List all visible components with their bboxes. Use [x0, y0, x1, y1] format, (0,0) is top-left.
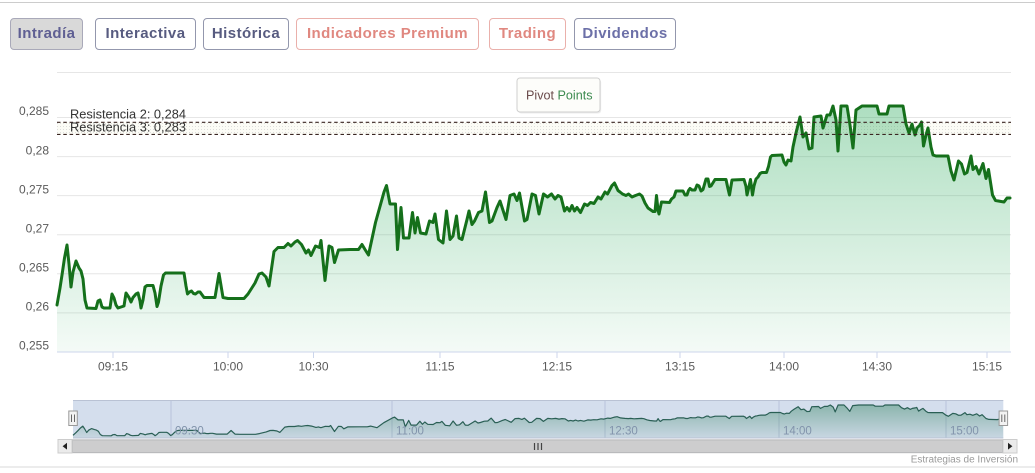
svg-text:10:00: 10:00	[213, 360, 243, 374]
svg-text:0,265: 0,265	[19, 261, 49, 275]
svg-text:14:00: 14:00	[769, 360, 799, 374]
svg-text:Pivot Points: Pivot Points	[526, 89, 593, 103]
svg-text:11:00: 11:00	[396, 426, 424, 438]
svg-text:0,275: 0,275	[19, 182, 49, 196]
svg-text:12:15: 12:15	[542, 360, 572, 374]
svg-text:14:30: 14:30	[862, 360, 892, 374]
svg-text:12:30: 12:30	[609, 426, 638, 438]
svg-text:0,26: 0,26	[26, 300, 50, 314]
svg-text:14:00: 14:00	[783, 426, 812, 438]
svg-text:0,28: 0,28	[26, 143, 50, 157]
svg-text:15:00: 15:00	[950, 426, 979, 438]
svg-text:Resistencia 2: 0,284: Resistencia 2: 0,284	[70, 107, 186, 122]
svg-text:Estrategias de Inversión: Estrategias de Inversión	[911, 455, 1018, 466]
svg-text:11:15: 11:15	[425, 360, 454, 374]
svg-text:15:15: 15:15	[972, 360, 1002, 374]
svg-text:0,255: 0,255	[19, 339, 49, 353]
svg-text:13:15: 13:15	[665, 360, 695, 374]
svg-text:09:15: 09:15	[98, 360, 128, 374]
svg-text:Resistencia 3: 0,283: Resistencia 3: 0,283	[70, 120, 186, 135]
svg-text:09:30: 09:30	[175, 426, 204, 438]
svg-text:0,27: 0,27	[26, 221, 50, 235]
svg-text:0,285: 0,285	[19, 104, 49, 118]
svg-text:10:30: 10:30	[298, 360, 328, 374]
